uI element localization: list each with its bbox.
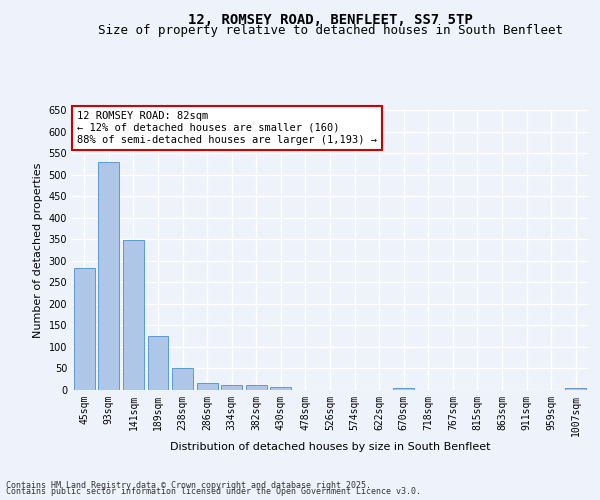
Bar xyxy=(148,336,169,390)
Bar xyxy=(271,387,292,390)
Text: 12, ROMSEY ROAD, BENFLEET, SS7 5TP: 12, ROMSEY ROAD, BENFLEET, SS7 5TP xyxy=(188,12,472,26)
Bar xyxy=(197,382,218,390)
Bar xyxy=(221,386,242,390)
Bar xyxy=(98,162,119,390)
Y-axis label: Number of detached properties: Number of detached properties xyxy=(33,162,43,338)
Bar xyxy=(74,268,95,390)
Text: 12 ROMSEY ROAD: 82sqm
← 12% of detached houses are smaller (160)
88% of semi-det: 12 ROMSEY ROAD: 82sqm ← 12% of detached … xyxy=(77,112,377,144)
Text: Contains HM Land Registry data © Crown copyright and database right 2025.: Contains HM Land Registry data © Crown c… xyxy=(6,481,371,490)
X-axis label: Distribution of detached houses by size in South Benfleet: Distribution of detached houses by size … xyxy=(170,442,490,452)
Bar xyxy=(246,386,267,390)
Bar xyxy=(172,368,193,390)
Bar xyxy=(565,388,586,390)
Text: Contains public sector information licensed under the Open Government Licence v3: Contains public sector information licen… xyxy=(6,487,421,496)
Bar xyxy=(123,240,144,390)
Text: Size of property relative to detached houses in South Benfleet: Size of property relative to detached ho… xyxy=(97,24,563,37)
Bar xyxy=(393,388,414,390)
